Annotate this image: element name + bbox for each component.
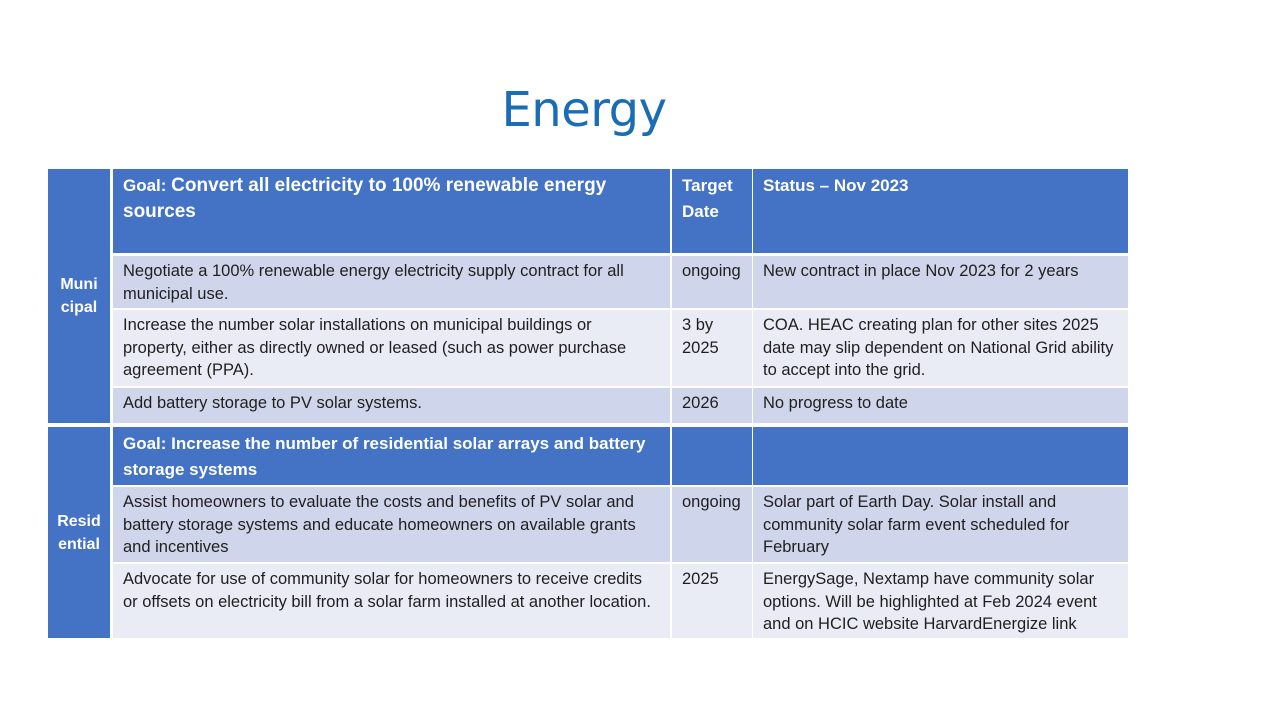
- header-status-empty: [753, 427, 1128, 485]
- table-row-target: ongoing: [672, 256, 752, 308]
- goal-header-municipal: Goal: Convert all electricity to 100% re…: [113, 169, 670, 253]
- header-target-date: Target Date: [672, 169, 752, 253]
- goal-prefix: Goal:: [123, 176, 172, 195]
- header-target-empty: [672, 427, 752, 485]
- table-row-status: No progress to date: [753, 388, 1128, 423]
- section-label-municipal: Muni cipal: [48, 169, 110, 423]
- table-row-target: ongoing: [672, 487, 752, 562]
- table-row-task: Assist homeowners to evaluate the costs …: [113, 487, 670, 562]
- goal-text: Convert all electricity to 100% renewabl…: [123, 175, 607, 222]
- table-row-task: Increase the number solar installations …: [113, 310, 670, 386]
- table-row-status: New contract in place Nov 2023 for 2 yea…: [753, 256, 1128, 308]
- table-row-task: Add battery storage to PV solar systems.: [113, 388, 670, 423]
- goal-header-residential: Goal: Increase the number of residential…: [113, 427, 670, 485]
- section-label-line1: Resid: [57, 512, 101, 530]
- table-row-task: Advocate for use of community solar for …: [113, 564, 670, 638]
- table-row-status: EnergySage, Nextamp have community solar…: [753, 564, 1128, 638]
- section-label-line2: ential: [58, 535, 100, 553]
- table-row-status: COA. HEAC creating plan for other sites …: [753, 310, 1128, 386]
- header-status: Status – Nov 2023: [753, 169, 1128, 253]
- section-label-line2: cipal: [60, 299, 98, 316]
- section-label-line1: Muni: [60, 276, 98, 293]
- table-row-target: 3 by 2025: [672, 310, 752, 386]
- table-row-status: Solar part of Earth Day. Solar install a…: [753, 487, 1128, 562]
- page-title: Energy: [501, 82, 667, 138]
- table-row-task: Negotiate a 100% renewable energy electr…: [113, 256, 670, 308]
- section-label-residential: Resid ential: [48, 427, 110, 638]
- table-row-target: 2025: [672, 564, 752, 638]
- table-row-target: 2026: [672, 388, 752, 423]
